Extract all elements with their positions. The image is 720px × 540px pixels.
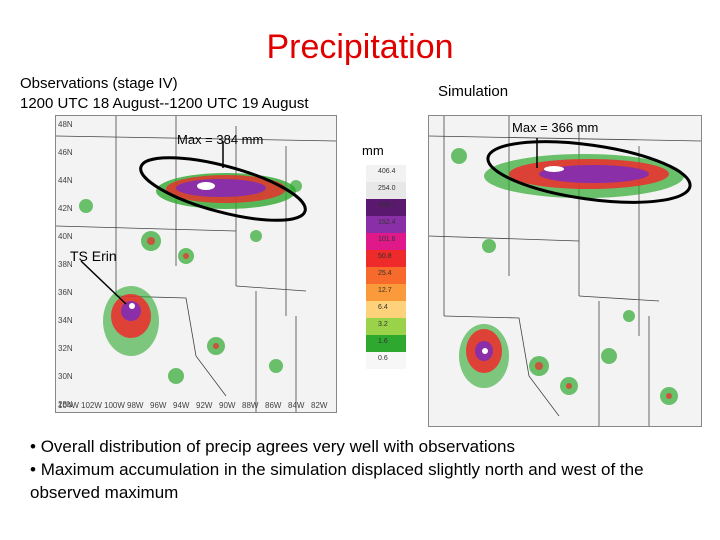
- legend-label: 0.6: [378, 355, 388, 362]
- lat-tick: 42N: [58, 204, 73, 213]
- lon-tick: 100W: [104, 401, 125, 410]
- lat-tick: 36N: [58, 288, 73, 297]
- precip-swath-north: [156, 173, 296, 209]
- tserin-pointer: [80, 260, 127, 305]
- legend-label: 6.4: [378, 304, 388, 311]
- legend-swatch: 1.6: [366, 335, 406, 352]
- legend-swatch: 6.4: [366, 301, 406, 318]
- legend-label: 1.6: [378, 338, 388, 345]
- lat-tick: 34N: [58, 316, 73, 325]
- observations-heading-line1: Observations (stage IV): [20, 75, 178, 92]
- lat-tick: 38N: [58, 260, 73, 269]
- lat-tick: 46N: [58, 148, 73, 157]
- lon-tick: 94W: [173, 401, 190, 410]
- simulated-max-ellipse: [486, 140, 692, 204]
- legend-label: 3.2: [378, 321, 388, 328]
- finding-text: Maximum accumulation in the simulation d…: [30, 460, 644, 502]
- observed-max-label: Max = 384 mm: [177, 132, 264, 147]
- sim-scattered-precip: [451, 148, 678, 405]
- finding-text: Overall distribution of precip agrees ve…: [40, 437, 516, 456]
- observed-max-ellipse: [139, 156, 307, 222]
- legend-swatch: 101.6: [366, 233, 406, 250]
- lon-tick: 86W: [265, 401, 282, 410]
- legend-swatch: 0.6: [366, 352, 406, 369]
- lon-tick: 88W: [242, 401, 259, 410]
- lon-tick: 102W: [81, 401, 102, 410]
- observations-heading: Observations (stage IV) 1200 UTC 18 Augu…: [20, 74, 309, 114]
- scattered-precip: [79, 180, 302, 384]
- slide-title: Precipitation: [266, 28, 454, 66]
- lat-tick: 30N: [58, 372, 73, 381]
- lon-tick: 96W: [150, 401, 167, 410]
- lat-tick: 32N: [58, 344, 73, 353]
- finding-item: • Overall distribution of precip agrees …: [30, 437, 516, 456]
- precip-legend: 406.4 254.0 203.2 152.4 101.6 50.8 25.4 …: [366, 165, 406, 369]
- legend-label: 101.6: [378, 236, 396, 243]
- legend-label: 25.4: [378, 270, 392, 277]
- lon-tick-labels: 104W 102W 100W 98W 96W 94W 92W 90W 88W 8…: [58, 401, 338, 413]
- legend-label: 254.0: [378, 185, 396, 192]
- legend-swatch: 25.4: [366, 267, 406, 284]
- findings-list: • Overall distribution of precip agrees …: [30, 435, 690, 504]
- observations-map-graphic: [56, 116, 336, 412]
- sim-precip-tserin: [459, 324, 509, 388]
- simulation-map: [428, 115, 702, 427]
- lon-tick: 92W: [196, 401, 213, 410]
- legend-swatch: 203.2: [366, 199, 406, 216]
- legend-label: 203.2: [378, 202, 396, 209]
- legend-swatch: 50.8: [366, 250, 406, 267]
- lat-tick: 44N: [58, 176, 73, 185]
- sim-precip-swath-north: [484, 154, 684, 198]
- legend-label: 12.7: [378, 287, 392, 294]
- legend-label: 406.4: [378, 168, 396, 175]
- lon-tick: 104W: [58, 401, 79, 410]
- precip-tserin: [103, 286, 159, 356]
- simulation-map-graphic: [429, 116, 701, 426]
- legend-swatch: 406.4: [366, 165, 406, 182]
- lat-tick: 28N: [58, 400, 73, 409]
- lon-tick: 98W: [127, 401, 144, 410]
- lat-tick: 40N: [58, 232, 73, 241]
- legend-label: 50.8: [378, 253, 392, 260]
- legend-unit: mm: [362, 143, 384, 158]
- legend-swatch: 12.7: [366, 284, 406, 301]
- lon-tick: 90W: [219, 401, 236, 410]
- lon-tick: 84W: [288, 401, 305, 410]
- lat-tick: 48N: [58, 120, 73, 129]
- observations-map: 48N 46N 44N 42N 40N 38N 36N 34N 32N 30N …: [55, 115, 337, 413]
- legend-swatch: 254.0: [366, 182, 406, 199]
- observations-heading-line2: 1200 UTC 18 August--1200 UTC 19 August: [20, 95, 309, 112]
- legend-swatch: 3.2: [366, 318, 406, 335]
- tserin-label: TS Erin: [70, 248, 117, 264]
- legend-swatch: 152.4: [366, 216, 406, 233]
- simulated-max-label: Max = 366 mm: [512, 120, 599, 135]
- lon-tick: 82W: [311, 401, 328, 410]
- legend-label: 152.4: [378, 219, 396, 226]
- finding-item: • Maximum accumulation in the simulation…: [30, 460, 644, 502]
- simulation-heading: Simulation: [438, 83, 509, 100]
